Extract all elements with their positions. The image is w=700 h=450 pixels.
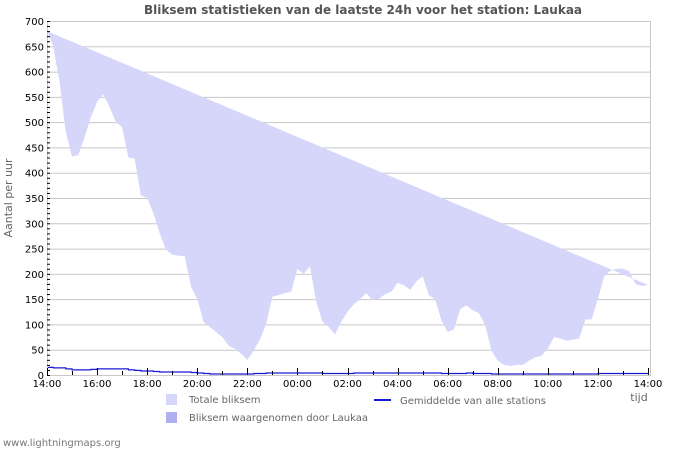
x-axis: 14:00 16:00 18:00 20:00 22:00 00:00 02:00 04:00… (33, 368, 663, 390)
y-axis: 0 50 100 150 200 250 300 350 400 450 500 550 600 650 7… (25, 17, 50, 382)
x-tick-label: 16:00 (83, 379, 112, 390)
y-tick-label: 250 (25, 245, 44, 256)
legend-label-station: Bliksem waargenomen door Laukaa (189, 413, 368, 424)
y-tick-label: 300 (25, 219, 44, 230)
plot-area (47, 31, 648, 375)
y-axis-label: Aantal per uur (2, 158, 15, 238)
series-average-line (47, 366, 648, 375)
legend-label-total: Totale bliksem (188, 395, 260, 406)
x-tick-label: 02:00 (333, 379, 362, 390)
legend-swatch-station (166, 412, 177, 423)
y-tick-label: 50 (31, 346, 44, 357)
legend-swatch-total (166, 394, 177, 405)
x-tick-label: 20:00 (183, 379, 212, 390)
legend-item-average[interactable]: Gemiddelde van alle stations (374, 396, 546, 407)
x-tick-label: 22:00 (233, 379, 262, 390)
y-tick-label: 0 (38, 371, 44, 382)
legend-item-total-lightning[interactable]: Totale bliksem (166, 394, 260, 406)
y-tick-label: 200 (25, 270, 44, 281)
x-tick-label: 10:00 (533, 379, 562, 390)
y-tick-label: 400 (25, 169, 44, 180)
x-tick-label: 12:00 (584, 379, 613, 390)
x-axis-label: tijd (630, 391, 647, 404)
y-tick-label: 350 (25, 194, 44, 205)
legend: Totale bliksem Gemiddelde van alle stati… (166, 394, 546, 424)
y-tick-label: 100 (25, 320, 44, 331)
y-tick-label: 150 (25, 295, 44, 306)
footer-source-link[interactable]: www.lightningmaps.org (3, 438, 121, 449)
y-tick-label: 600 (25, 68, 44, 79)
x-tick-label: 08:00 (483, 379, 512, 390)
legend-item-station-lightning[interactable]: Bliksem waargenomen door Laukaa (166, 412, 368, 424)
x-tick-label: 04:00 (383, 379, 412, 390)
x-tick-label: 18:00 (133, 379, 162, 390)
y-tick-label: 650 (25, 42, 44, 53)
y-tick-label: 500 (25, 118, 44, 129)
x-tick-label: 00:00 (283, 379, 312, 390)
y-tick-label: 550 (25, 93, 44, 104)
series-total-lightning-area (47, 31, 648, 366)
x-tick-label: 14:00 (33, 379, 62, 390)
y-tick-label: 700 (25, 17, 44, 28)
x-tick-label: 14:00 (634, 379, 663, 390)
y-tick-label: 450 (25, 143, 44, 154)
x-tick-label: 06:00 (433, 379, 462, 390)
legend-label-average: Gemiddelde van alle stations (400, 396, 546, 407)
chart-title: Bliksem statistieken van de laatste 24h … (144, 3, 582, 17)
